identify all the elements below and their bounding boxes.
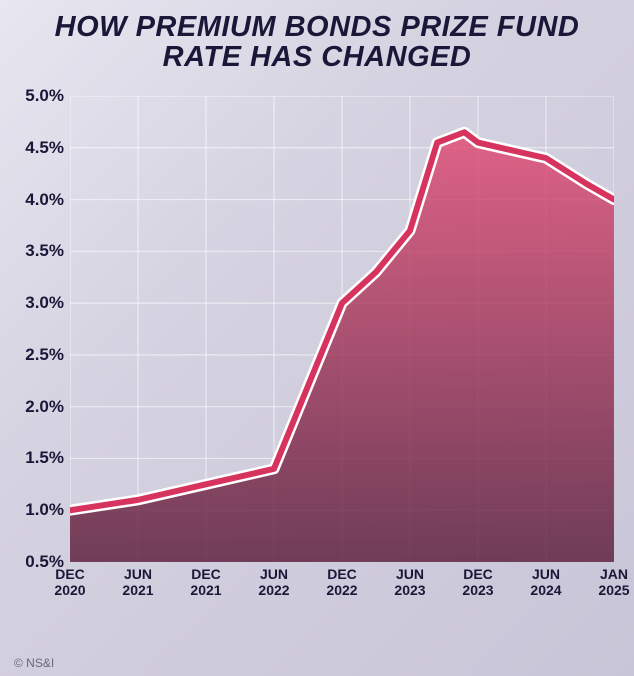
y-tick-label: 5.0%	[18, 86, 64, 106]
x-tick-label: DEC2023	[462, 566, 493, 598]
y-tick-label: 2.0%	[18, 397, 64, 417]
x-tick-label: JUN2023	[394, 566, 425, 598]
y-tick-label: 4.0%	[18, 190, 64, 210]
x-tick-label: JUN2022	[258, 566, 289, 598]
title-line-1: HOW PREMIUM BONDS PRIZE FUND	[0, 12, 634, 42]
x-tick-label: DEC2021	[190, 566, 221, 598]
y-tick-label: 2.5%	[18, 345, 64, 365]
chart-title: HOW PREMIUM BONDS PRIZE FUND RATE HAS CH…	[0, 12, 634, 73]
y-tick-label: 1.5%	[18, 448, 64, 468]
title-line-2: RATE HAS CHANGED	[0, 42, 634, 72]
y-tick-label: 4.5%	[18, 138, 64, 158]
x-tick-label: JAN2025	[598, 566, 629, 598]
x-tick-label: JUN2024	[530, 566, 561, 598]
y-tick-label: 3.0%	[18, 293, 64, 313]
plot-region: 0.5%1.0%1.5%2.0%2.5%3.0%3.5%4.0%4.5%5.0%…	[70, 96, 614, 562]
y-tick-label: 1.0%	[18, 500, 64, 520]
x-tick-label: JUN2021	[122, 566, 153, 598]
x-tick-label: DEC2022	[326, 566, 357, 598]
source-credit: © NS&I	[14, 656, 54, 670]
y-tick-label: 3.5%	[18, 241, 64, 261]
plot-svg	[70, 96, 614, 562]
chart-area: 0.5%1.0%1.5%2.0%2.5%3.0%3.5%4.0%4.5%5.0%…	[18, 96, 624, 606]
x-tick-label: DEC2020	[54, 566, 85, 598]
